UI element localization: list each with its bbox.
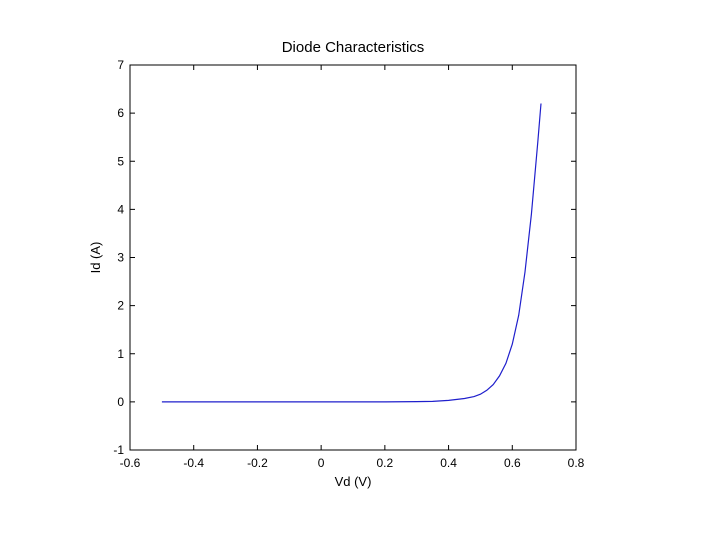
y-tick-label: 0 bbox=[117, 395, 124, 409]
x-tick-label: 0.6 bbox=[504, 456, 521, 470]
y-tick-label: 2 bbox=[117, 299, 124, 313]
x-tick-label: 0.8 bbox=[568, 456, 585, 470]
y-tick-label: 6 bbox=[117, 106, 124, 120]
y-tick-label: -1 bbox=[113, 443, 124, 457]
tick-labels: -0.6 -0.4 -0.2 0 0.2 0.4 0.6 0.8 -1 0 1 2 3 4 5 6 7 bbox=[113, 58, 584, 470]
tick-marks bbox=[129, 64, 577, 451]
series-line bbox=[161, 103, 542, 403]
chart-title: Diode Characteristics bbox=[282, 39, 425, 56]
x-tick-label: -0.4 bbox=[183, 456, 204, 470]
y-tick-label: 5 bbox=[117, 154, 124, 168]
x-axis-label: Vd (V) bbox=[335, 474, 372, 489]
x-tick-label: -0.6 bbox=[120, 456, 141, 470]
x-tick-label: 0.2 bbox=[377, 456, 394, 470]
y-axis-label: Id (A) bbox=[88, 242, 103, 274]
y-tick-label: 1 bbox=[117, 347, 124, 361]
x-tick-label: 0 bbox=[318, 456, 325, 470]
y-tick-label: 3 bbox=[117, 251, 124, 265]
x-tick-label: -0.2 bbox=[247, 456, 268, 470]
x-tick-label: 0.4 bbox=[440, 456, 457, 470]
y-tick-label: 4 bbox=[117, 202, 124, 216]
plot-area bbox=[129, 64, 577, 451]
y-tick-label: 7 bbox=[117, 58, 124, 72]
